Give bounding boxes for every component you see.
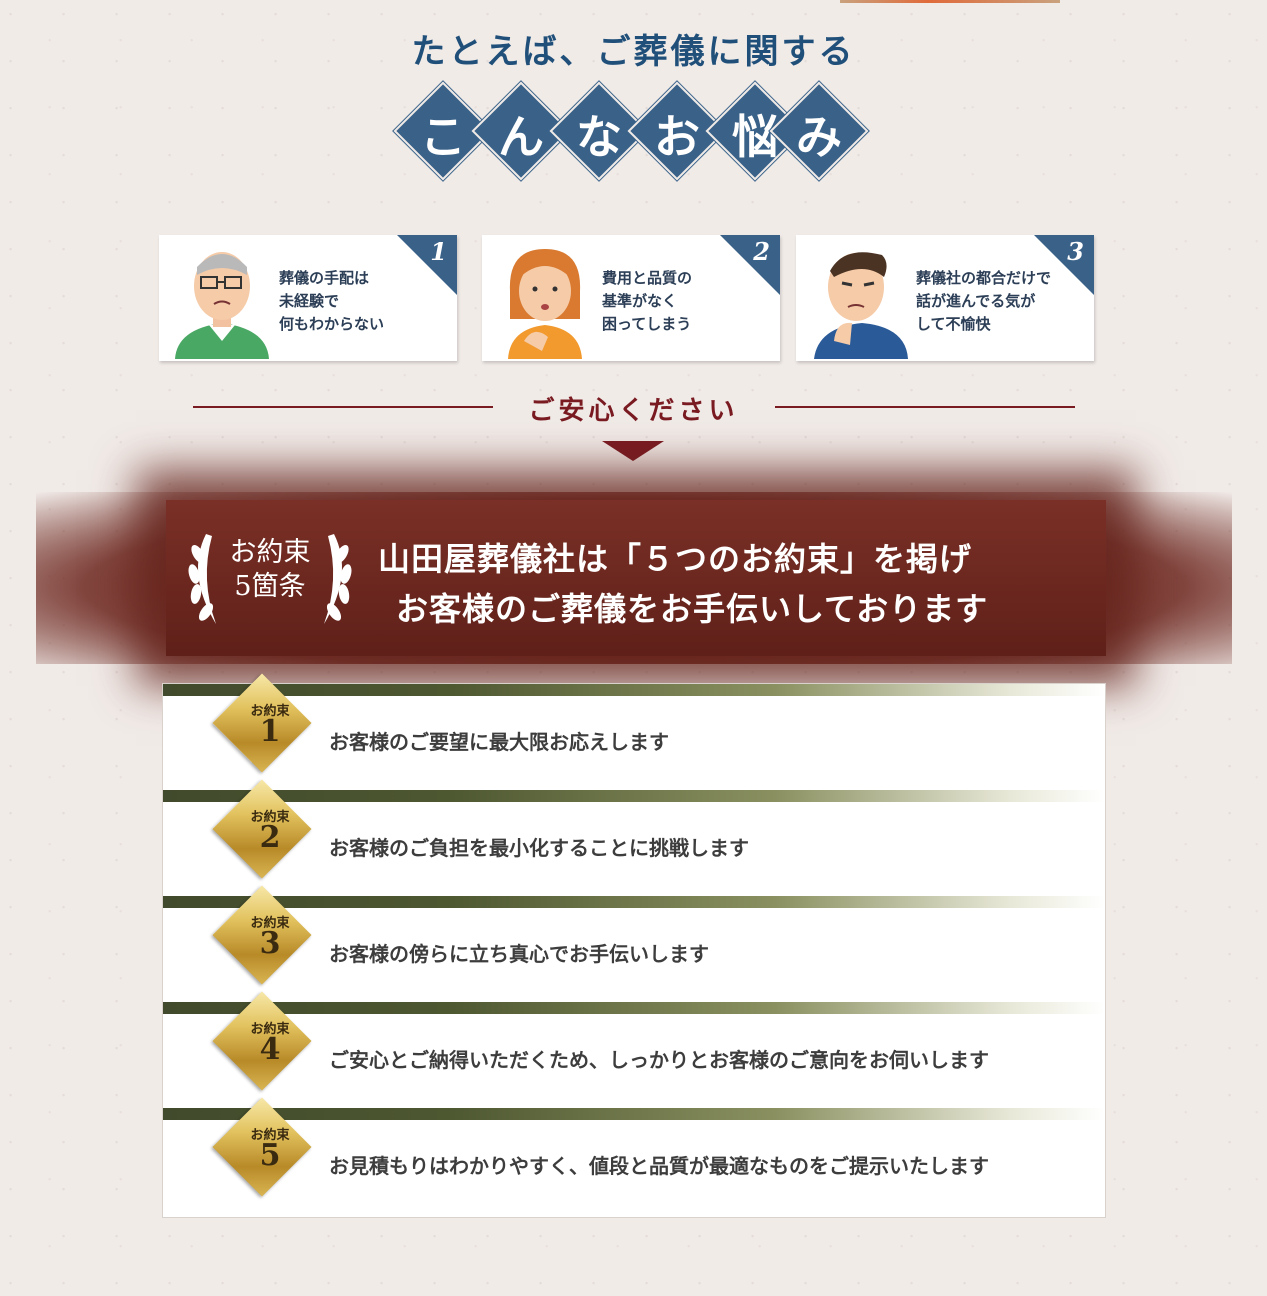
divider-right	[775, 406, 1075, 408]
problem-text: 葬儀社の都合だけで 話が進んでる気が して不愉快	[916, 269, 1052, 333]
promise-text: お見積もりはわかりやすく、値段と品質が最適なものをご提示いたします	[329, 1154, 989, 1178]
diamond-char: お	[654, 110, 700, 164]
promise-bar	[163, 1002, 1105, 1014]
badge-label: お約束	[250, 1022, 290, 1037]
promise-item-2: お約束 2 お客様のご負担を最小化することに挑戦します	[163, 779, 1105, 896]
promise-banner	[36, 492, 1232, 664]
badge-label: お約束	[250, 1128, 290, 1143]
down-arrow-icon	[602, 441, 664, 461]
banner-panel	[166, 500, 1106, 656]
promise-item-3: お約束 3 お客様の傍らに立ち真心でお手伝いします	[163, 885, 1105, 1002]
wreath-line-1: お約束	[229, 537, 311, 568]
card-number: 1	[430, 237, 447, 266]
badge-number: 5	[259, 1138, 281, 1173]
elderly-man-avatar-icon	[175, 252, 269, 359]
promise-bar	[163, 684, 1105, 696]
card-corner	[397, 235, 457, 295]
badge-number: 2	[259, 820, 281, 855]
promise-item-5: お約束 5 お見積もりはわかりやすく、値段と品質が最適なものをご提示いたします	[163, 1097, 1105, 1214]
badge-number: 1	[259, 714, 281, 749]
badge-label: お約束	[250, 704, 290, 719]
reassure-text: ご安心ください	[528, 396, 739, 426]
problem-text: 葬儀の手配は 未経験で 何もわからない	[279, 269, 385, 333]
card-number: 2	[753, 237, 770, 266]
promise-item-1: お約束 1 お客様のご要望に最大限お応えします	[163, 673, 1105, 790]
laurel-wreath-icon	[188, 534, 352, 624]
section-headline: たとえば、ご葬儀に関する	[411, 32, 856, 72]
promise-bar	[163, 790, 1105, 802]
promise-list: お約束 1 お客様のご要望に最大限お応えします お約束 2 お客様のご負担を最小…	[163, 673, 1105, 1217]
diamond-char: ん	[498, 110, 544, 164]
banner-line-1: 山田屋葬儀社は「５つのお約束」を掲げ	[378, 540, 973, 578]
diamond-char: 悩	[732, 110, 778, 164]
card-number: 3	[1067, 237, 1084, 266]
promise-text: お客様のご要望に最大限お応えします	[329, 730, 669, 754]
badge-label: お約束	[250, 916, 290, 931]
promise-bar	[163, 1108, 1105, 1120]
worried-woman-avatar-icon	[508, 249, 582, 359]
diamond-char: み	[796, 110, 842, 164]
top-accent-bar	[840, 0, 1060, 3]
badge-number: 4	[259, 1032, 281, 1067]
problem-card-3: 3 葬儀社の都合だけで 話が進んでる気が して不愉快	[796, 235, 1094, 361]
divider-left	[193, 406, 493, 408]
banner-line-2: お客様のご葬儀をお手伝いしております	[396, 590, 989, 628]
promise-item-4: お約束 4 ご安心とご納得いただくため、しっかりとお客様のご意向をお伺いします	[163, 991, 1105, 1108]
card-corner	[1034, 235, 1094, 295]
worries-diamond-title: こ ん な お 悩 み	[396, 84, 876, 190]
diamond-char: こ	[420, 110, 466, 164]
problem-text: 費用と品質の 基準がなく 困ってしまう	[602, 269, 693, 333]
promise-text: お客様のご負担を最小化することに挑戦します	[329, 836, 749, 860]
badge-number: 3	[259, 926, 281, 961]
promise-text: お客様の傍らに立ち真心でお手伝いします	[329, 942, 709, 966]
wreath-line-2: 5箇条	[234, 571, 306, 602]
card-corner	[720, 235, 780, 295]
diamond-char: な	[576, 110, 622, 164]
wreath-label: お約束 5箇条	[212, 536, 328, 604]
promise-bar	[163, 896, 1105, 908]
badge-label: お約束	[250, 810, 290, 825]
problem-card-2: 2 費用と品質の 基準がなく 困ってしまう	[482, 235, 780, 361]
annoyed-man-avatar-icon	[814, 252, 908, 359]
problem-card-1: 1 葬儀の手配は 未経験で 何もわからない	[159, 235, 457, 361]
promise-text: ご安心とご納得いただくため、しっかりとお客様のご意向をお伺いします	[329, 1048, 989, 1072]
